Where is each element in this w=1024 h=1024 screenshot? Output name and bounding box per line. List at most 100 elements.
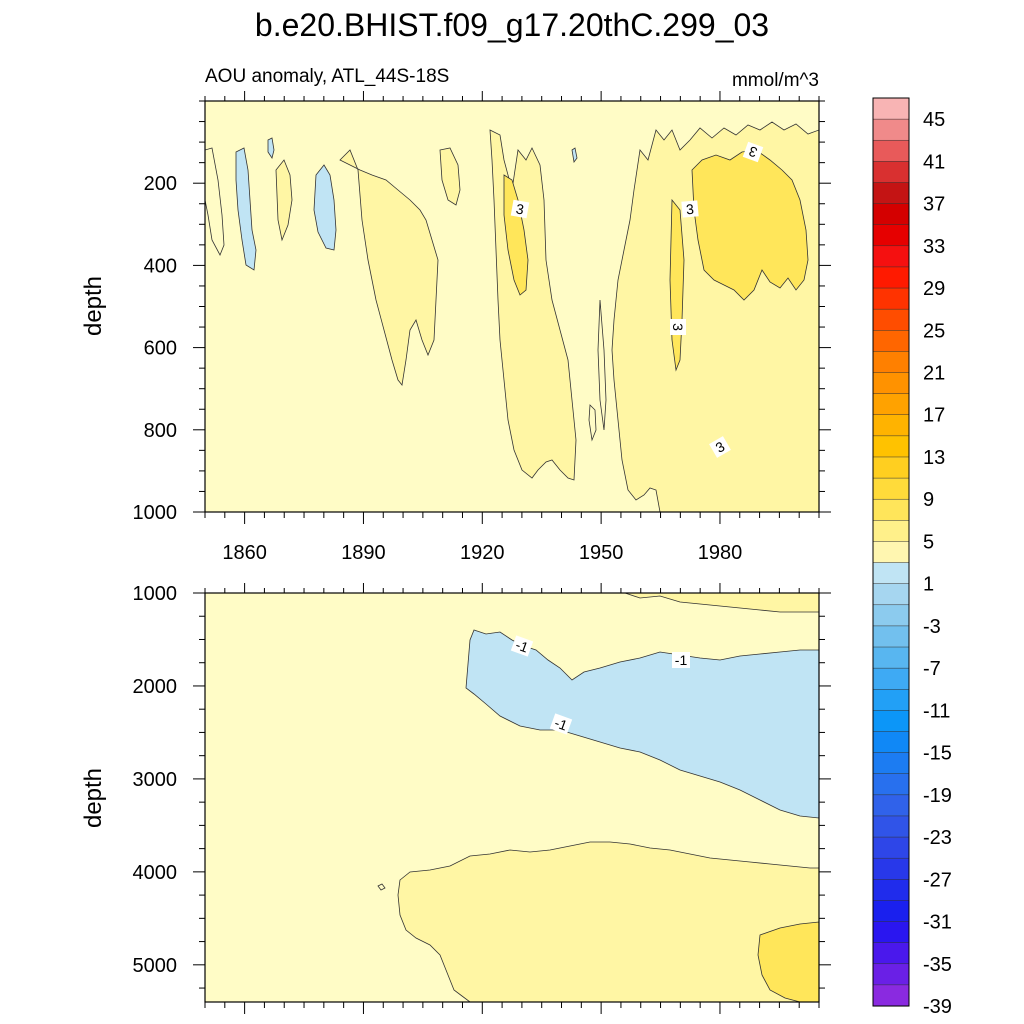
colorbar-swatch [872,689,910,711]
colorbar-swatch [872,963,910,986]
chart-title: b.e20.BHIST.f09_g17.20thC.299_03 [255,7,769,43]
y-tick-label: 2000 [133,676,178,698]
colorbar-swatch [872,773,910,796]
colorbar-swatch [872,541,910,564]
colorbar-label: -19 [923,785,952,807]
colorbar-swatch [872,330,910,352]
colorbar-swatch [872,139,910,162]
colorbar-swatch [872,815,910,838]
colorbar-swatch [872,372,910,395]
upper-x-tick-labels: 1860 1890 1920 1950 1980 [222,542,742,564]
colorbar-swatch [872,562,910,585]
colorbar-swatch [872,245,910,268]
colorbar-swatch [872,752,910,775]
colorbar-label: 25 [923,320,945,342]
upper-contour-line-3 [588,404,597,442]
colorbar-swatch [872,477,910,500]
colorbar-swatch [872,435,910,458]
colorbar-label: 1 [923,574,934,596]
colorbar-swatch [872,646,910,669]
lower-contours [377,593,819,1002]
colorbar-swatch [872,393,910,416]
colorbar-label: 29 [923,278,945,300]
lower-negative-region-1 [465,629,819,819]
colorbar-label: 17 [923,405,945,427]
x-tick-label: 1980 [698,542,743,564]
y-tick-label: 1000 [133,502,178,524]
colorbar-swatch [872,456,910,479]
y-tick-label: 600 [144,338,177,360]
colorbar-swatch [872,266,910,289]
colorbar-swatch [872,942,910,965]
lower-y-axis-label: depth [80,768,107,828]
colorbar-swatch [872,879,910,901]
colorbar-label: 41 [923,151,945,173]
colorbar-swatch [872,710,910,733]
colorbar-label: 9 [923,489,934,511]
contour-label: -1 [672,652,690,668]
upper-negative-region-2 [313,164,337,251]
upper-negative-region-3 [267,137,275,159]
svg-text:3: 3 [685,201,694,218]
upper-contour-line-2 [597,299,607,431]
upper-contours [205,121,819,512]
colorbar-swatch [872,984,910,1007]
lower-contour-region-1 [624,593,819,613]
contour-label: -1 [549,713,573,735]
contour-label: 3 [670,319,686,335]
colorbar-swatch [872,97,910,120]
colorbar-swatch [872,667,910,690]
colorbar [872,97,910,1007]
colorbar-frame [872,97,910,1007]
colorbar-swatch [872,794,910,817]
colorbar-swatch [872,414,910,437]
colorbar-swatch [872,308,910,331]
colorbar-label: -15 [923,743,952,765]
lower-ticks [193,583,831,1014]
x-tick-label: 1860 [222,542,267,564]
colorbar-label: 33 [923,236,945,258]
colorbar-swatch [872,224,910,247]
upper-ticks [193,91,831,524]
x-tick-label: 1920 [460,542,505,564]
svg-text:3: 3 [670,323,686,331]
colorbar-swatch [872,520,910,543]
upper-contour-line-1 [205,147,225,256]
colorbar-label: -35 [923,954,952,976]
colorbar-swatch [872,921,910,944]
lower-contour-line-1 [377,883,386,891]
colorbar-label: -27 [923,869,952,891]
colorbar-swatch [872,731,910,754]
colorbar-swatch [872,161,910,184]
chart-units: mmol/m^3 [732,70,819,91]
upper-contour-region-3 [339,149,439,386]
colorbar-label: 13 [923,447,945,469]
colorbar-label: 37 [923,194,945,216]
colorbar-swatch [872,498,910,521]
colorbar-swatch [872,351,910,374]
upper-contour-region-6 [503,174,529,296]
colorbar-label: 5 [923,531,934,553]
colorbar-swatch [872,900,910,923]
contour-label: -1 [510,635,534,657]
lower-contour-region-3 [757,921,819,1002]
upper-panel: 200 400 600 800 1000 1860 1890 1920 1950 1980 de… [80,91,831,564]
lower-panel: 1000 2000 3000 4000 5000 depth -1 -1 -1 [80,583,831,1014]
y-tick-label: 3000 [133,769,178,791]
contour-label: 3 [681,200,699,218]
upper-y-axis-label: depth [80,276,107,336]
lower-panel-frame [204,592,820,1003]
contour-label: 3 [709,436,731,458]
contour-label: 3 [510,199,530,219]
upper-negative-region-1 [235,147,257,271]
upper-negative-region-4 [571,147,578,163]
upper-y-tick-labels: 200 400 600 800 1000 [133,173,178,524]
svg-text:-1: -1 [552,714,569,733]
upper-contour-region-5 [275,159,293,242]
colorbar-labels: 45 41 37 33 29 25 21 17 13 9 5 1 -3 -7 -11 -15 -19 -23 -27… [923,109,952,1018]
colorbar-label: 45 [923,109,945,131]
colorbar-label: -31 [923,912,952,934]
colorbar-swatch [872,625,910,648]
upper-contour-labels: 3 3 3 3 3 [510,141,764,458]
